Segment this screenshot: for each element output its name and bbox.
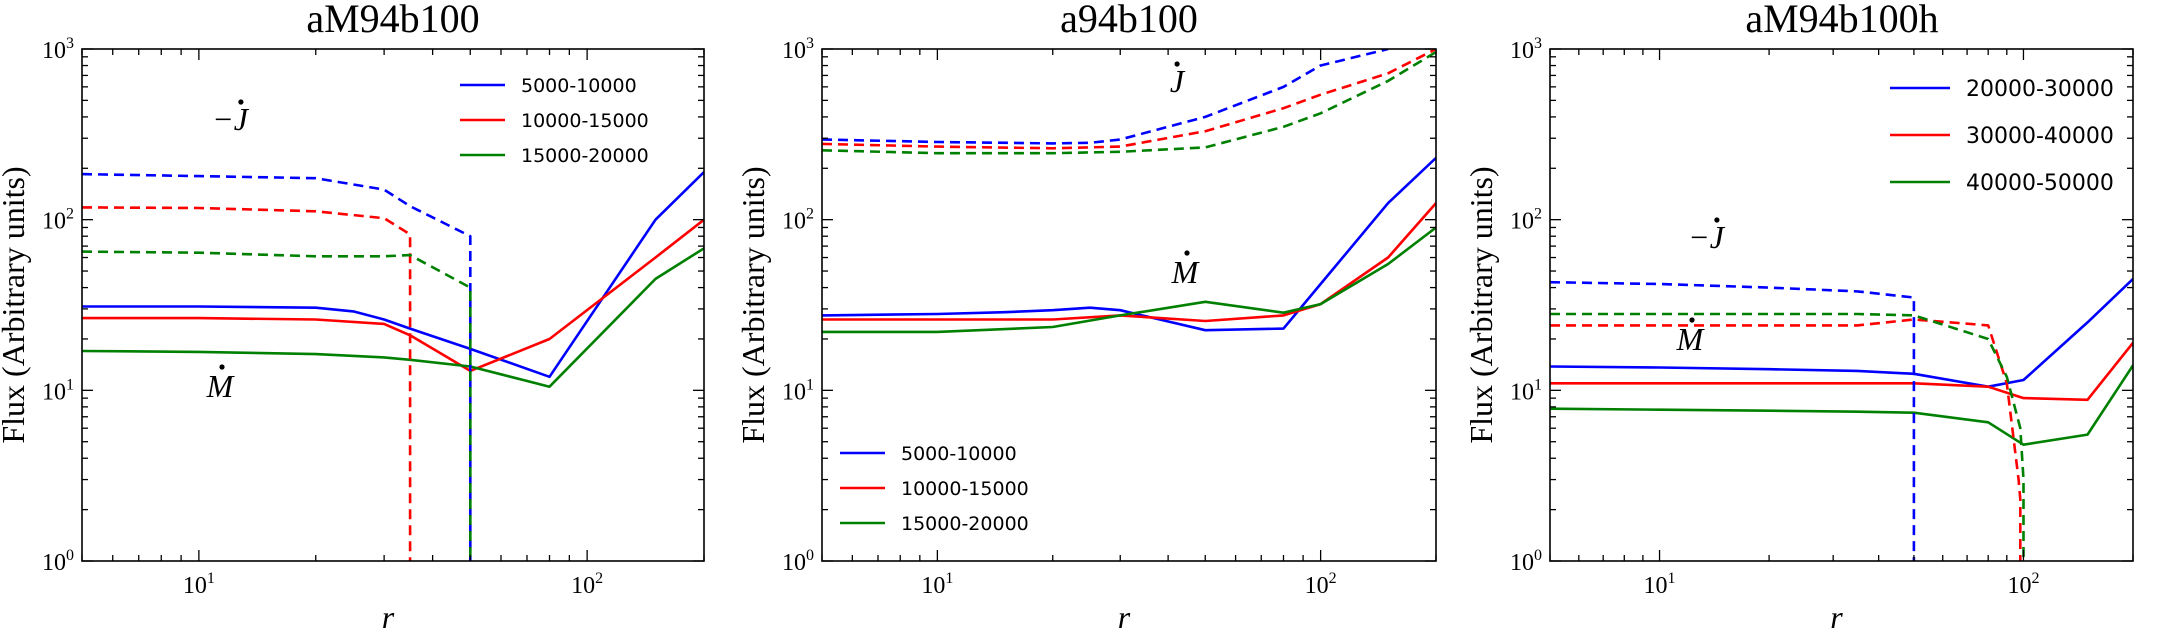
legend-label: 30000-40000 [1966,124,2114,149]
mdot-line-2 [822,226,1436,334]
legend-label: 40000-50000 [1966,171,2114,196]
mdot-line-1 [82,218,704,373]
dot-accent [1714,217,1720,223]
axes-frame [821,48,1437,562]
annotation-jdot: J [1170,63,1186,99]
dot-accent [1184,250,1190,256]
annotation-jdot: −J [1688,219,1726,255]
dot-accent [238,99,244,105]
panel-title: aM94b100h [1745,0,1938,41]
legend-label: 10000-15000 [901,478,1029,500]
legend-label: 10000-15000 [521,110,649,132]
panel-1: aM94b100 101 102 100 101 102 103 r Flux (Arbitra… [0,0,705,635]
legend: 5000-10000 10000-15000 15000-20000 [840,443,1029,535]
panel-3: aM94b100h 101 102 100 101 102 103 r Flux (Arbitr… [1463,0,2134,635]
x-tick-label: 102 [571,570,603,599]
y-axis-label: Flux (Arbitrary units) [735,166,771,443]
legend-label: 20000-30000 [1966,77,2114,102]
jdot-line-5 [1550,312,2025,561]
panel-title: a94b100 [1060,0,1198,41]
tick-marks [821,48,1437,562]
jdot-line-5 [82,250,472,561]
dot-accent [1689,317,1695,323]
dot-accent [219,364,225,370]
y-tick-label: 103 [1510,35,1542,64]
y-tick-label: 102 [42,206,74,235]
legend-label: 5000-10000 [521,75,637,97]
jdot-line-4 [82,206,412,561]
legend-label: 15000-20000 [901,513,1029,535]
jdot-line-5 [822,50,1436,155]
jdot-line-3 [1550,280,1916,561]
x-axis-label: r [1118,599,1131,635]
annotation-mdot: M [1676,321,1706,357]
y-tick-label: 101 [1510,376,1542,405]
jdot-line-3 [82,172,472,561]
jdot-line-3 [822,49,1389,145]
x-axis-label: r [382,599,395,635]
y-tick-label: 102 [1510,206,1542,235]
annotation-jdot: −J [212,101,250,137]
y-tick-label: 102 [782,206,814,235]
y-tick-label: 103 [42,35,74,64]
y-axis-label: Flux (Arbitrary units) [1463,166,1499,443]
annotation-mdot: M [1171,254,1201,290]
y-tick-label: 103 [782,35,814,64]
mdot-line-0 [1550,277,2133,389]
panel-2: a94b100 101 102 100 101 102 103 r Flux (Arbitrar… [735,0,1437,635]
mdot-line-0 [822,156,1436,332]
y-tick-label: 101 [42,376,74,405]
x-tick-label: 101 [1644,570,1676,599]
x-tick-label: 102 [2007,570,2039,599]
jdot-line-4 [822,49,1436,150]
panel-title: aM94b100 [306,0,479,41]
axes-frame [81,48,705,562]
series-group [822,49,1436,334]
mdot-line-1 [822,202,1436,323]
series-group [82,171,704,561]
jdot-line-4 [1550,318,2022,561]
mdot-line-2 [82,247,704,389]
axes-frame [1549,48,2134,562]
x-tick-label: 101 [183,570,215,599]
legend-label: 15000-20000 [521,145,649,167]
y-tick-label: 101 [782,376,814,405]
legend: 5000-10000 10000-15000 15000-20000 [460,75,649,167]
legend-label: 5000-10000 [901,443,1017,465]
x-axis-label: r [1830,599,1843,635]
y-axis-label: Flux (Arbitrary units) [0,166,31,443]
mdot-line-0 [82,171,704,379]
y-tick-label: 100 [42,547,74,576]
tick-marks [1549,48,2134,562]
y-tick-label: 100 [782,547,814,576]
y-tick-label: 100 [1510,547,1542,576]
series-group [1550,277,2133,561]
mdot-line-2 [1550,364,2133,447]
dot-accent [1174,61,1180,67]
tick-marks [81,48,705,562]
x-tick-label: 101 [921,570,953,599]
legend: 20000-30000 30000-40000 40000-50000 [1890,77,2114,196]
annotation-mdot: M [206,368,236,404]
x-tick-label: 102 [1305,570,1337,599]
